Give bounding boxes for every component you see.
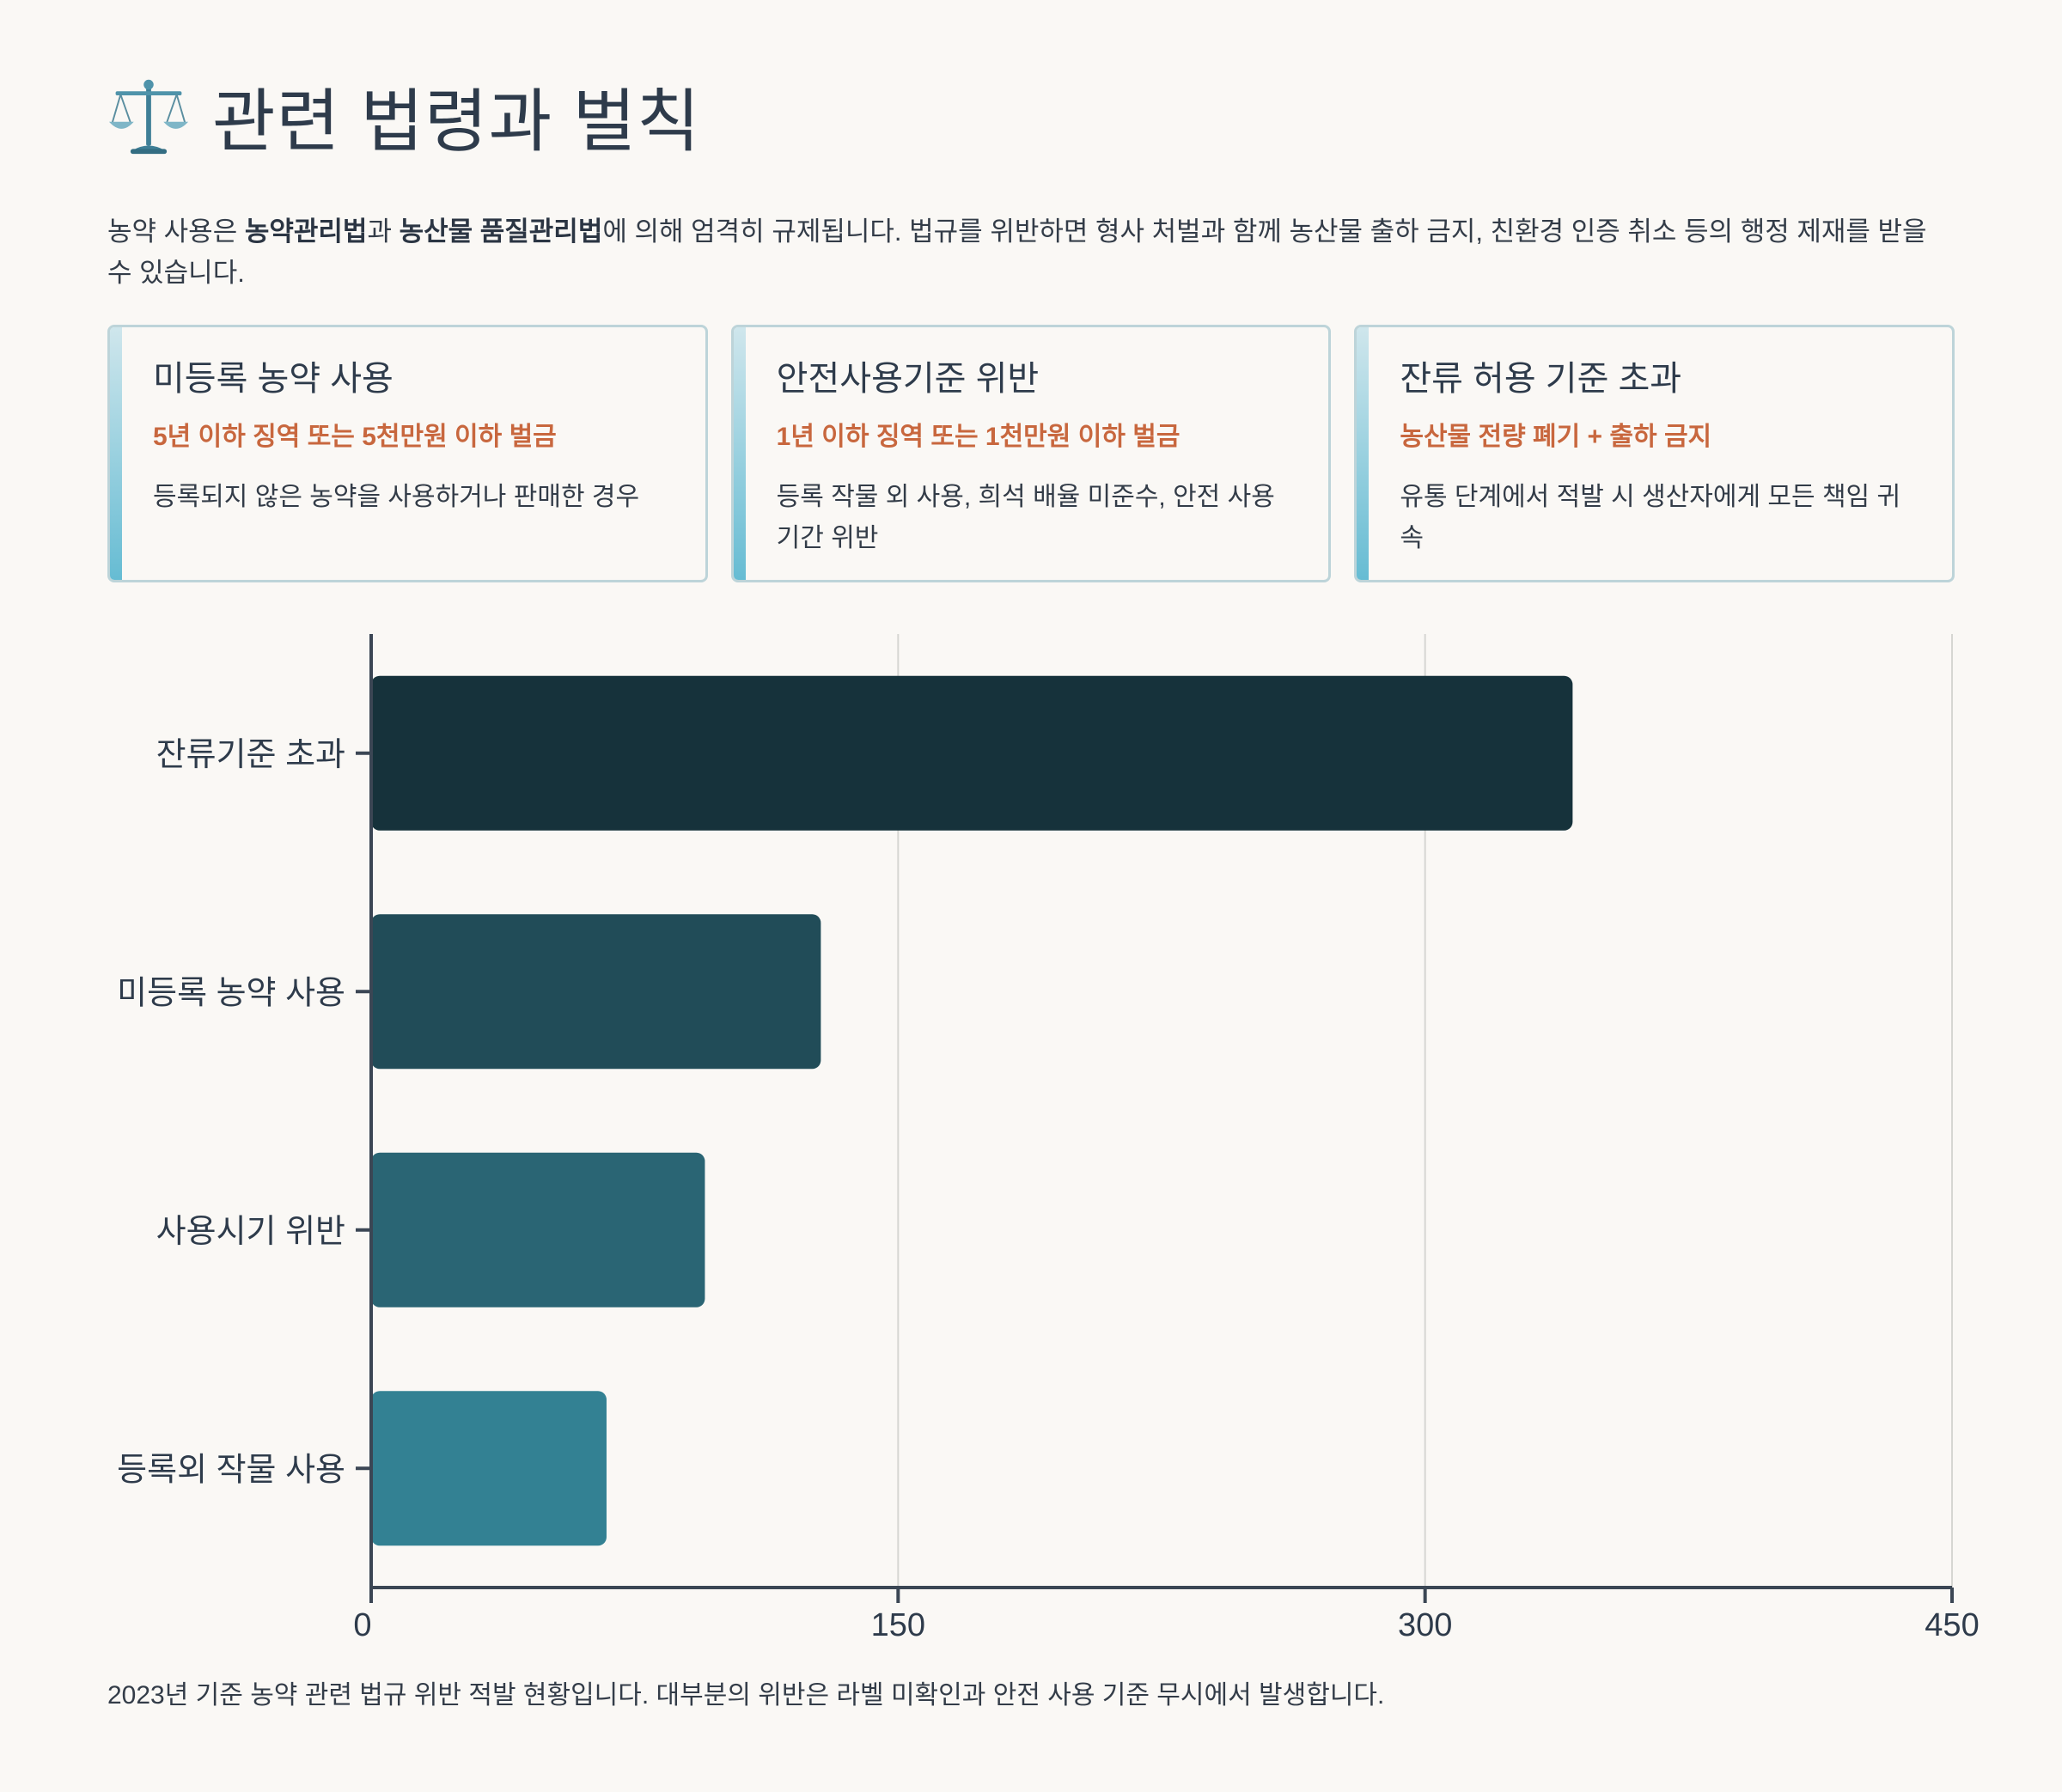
balance-scale-icon <box>108 79 189 155</box>
card-penalty: 농산물 전량 폐기 + 출하 금지 <box>1400 423 1712 451</box>
chart-caption: 2023년 기준 농약 관련 법규 위반 적발 현황입니다. 대부분의 위반은 … <box>107 1681 1385 1710</box>
card-title: 미등록 농약 사용 <box>153 360 393 398</box>
card-penalty: 5년 이하 징역 또는 5천만원 이하 벌금 <box>153 423 557 451</box>
title-row: 관련 법령과 벌칙 <box>107 69 701 163</box>
y-tick-label: 미등록 농약 사용 <box>117 975 345 1011</box>
page-title: 관련 법령과 벌칙 <box>212 83 701 160</box>
y-tick-label: 사용시기 위반 <box>156 1214 345 1250</box>
card-title: 잔류 허용 기준 초과 <box>1400 360 1682 398</box>
card-description: 등록되지 않은 농약을 사용하거나 판매한 경우 <box>153 483 640 511</box>
bar <box>371 914 821 1070</box>
bar <box>371 675 1573 831</box>
card-description: 등록 작물 외 사용, 희석 배율 미준수, 안전 사용 기간 위반 <box>776 483 1275 552</box>
law-name: 농산물 품질관리법 <box>399 216 603 247</box>
law-name: 농약관리법 <box>244 216 368 247</box>
card-accent-bar <box>110 327 122 580</box>
card-accent-bar <box>1357 327 1370 580</box>
penalty-card: 안전사용기준 위반 1년 이하 징역 또는 1천만원 이하 벌금 등록 작물 외… <box>730 325 1332 582</box>
x-tick-label: 150 <box>871 1607 925 1643</box>
intro-text: 과 <box>367 216 400 247</box>
x-tick-label: 450 <box>1925 1607 1979 1643</box>
x-tick-label: 300 <box>1398 1607 1452 1643</box>
intro-text: 에 의해 엄격히 규제됩니다. 법규를 위반하면 형사 처벌과 함께 농산물 출… <box>107 216 1927 288</box>
penalty-card: 미등록 농약 사용 5년 이하 징역 또는 5천만원 이하 벌금 등록되지 않은… <box>107 325 708 582</box>
bar <box>371 1391 607 1546</box>
penalty-card: 잔류 허용 기준 초과 농산물 전량 폐기 + 출하 금지 유통 단계에서 적발… <box>1354 325 1955 582</box>
y-tick-label: 등록외 작물 사용 <box>117 1452 345 1488</box>
intro-paragraph: 농약 사용은 농약관리법과 농산물 품질관리법에 의해 엄격히 규제됩니다. 법… <box>107 211 1955 294</box>
bar <box>371 1152 705 1307</box>
intro-text: 농약 사용은 <box>107 216 245 247</box>
penalty-cards: 미등록 농약 사용 5년 이하 징역 또는 5천만원 이하 벌금 등록되지 않은… <box>107 325 1955 582</box>
y-tick-label: 잔류기준 초과 <box>156 737 345 773</box>
x-tick-label: 0 <box>353 1607 371 1643</box>
card-penalty: 1년 이하 징역 또는 1천만원 이하 벌금 <box>776 423 1180 451</box>
card-accent-bar <box>733 327 746 580</box>
card-title: 안전사용기준 위반 <box>776 360 1040 398</box>
card-description: 유통 단계에서 적발 시 생산자에게 모든 책임 귀속 <box>1400 483 1901 552</box>
